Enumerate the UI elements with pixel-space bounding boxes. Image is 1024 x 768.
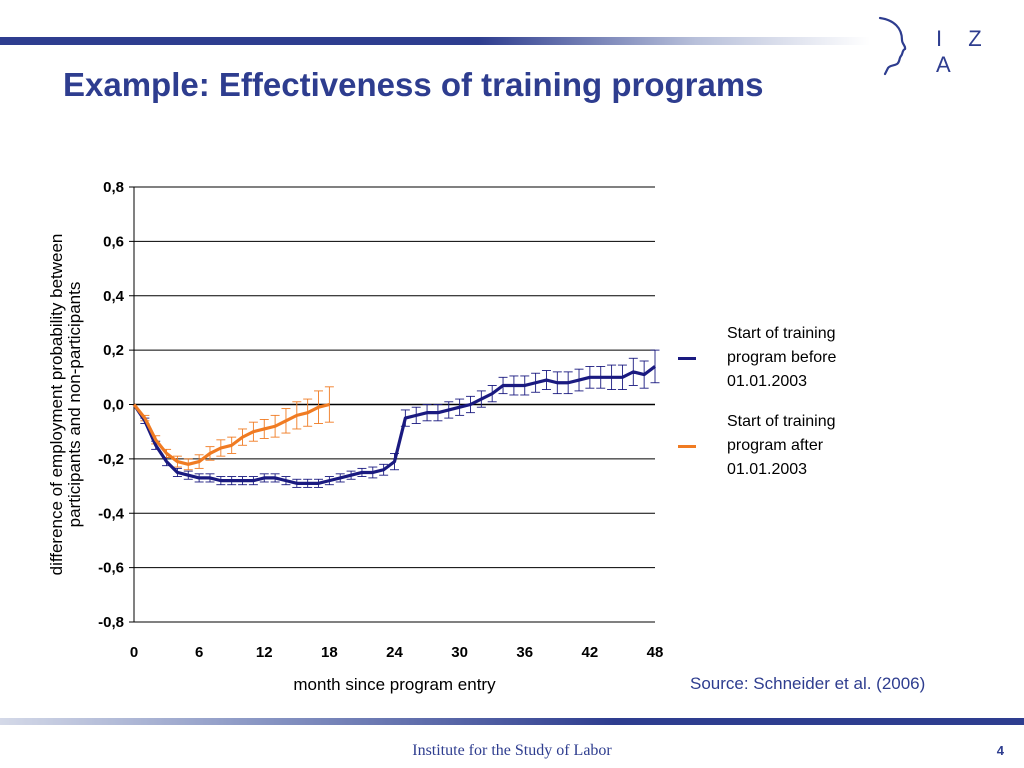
y-tick-label: 0,2	[103, 342, 124, 359]
iza-logo-icon	[878, 16, 907, 76]
y-axis-label: difference of employment probability bet…	[47, 234, 84, 576]
y-tick-label: 0,4	[103, 288, 125, 305]
source-citation: Source: Schneider et al. (2006)	[690, 674, 926, 693]
y-tick-label: -0,2	[98, 451, 124, 468]
x-tick-label: 48	[647, 644, 664, 661]
x-tick-label: 30	[451, 644, 468, 661]
top-accent-bar	[0, 37, 870, 45]
y-tick-label: -0,6	[98, 560, 124, 577]
legend-label-after: Start of training program after 01.01.20…	[727, 413, 836, 478]
legend-item-before: Start of training program before 01.01.2…	[676, 322, 876, 394]
page-number: 4	[996, 743, 1004, 758]
gridlines	[129, 186, 655, 623]
legend: Start of training program before 01.01.2…	[676, 322, 876, 498]
x-tick-label: 18	[321, 644, 338, 661]
y-tick-label: 0,0	[103, 397, 124, 414]
y-tick-labels: 0,8 0,6 0,4 0,2 0,0 -0,2 -0,4 -0,6 -0,8	[98, 179, 125, 631]
y-axis-label-line: difference of employment probability bet…	[47, 234, 66, 576]
legend-swatch-before	[678, 357, 696, 360]
x-tick-label: 42	[582, 644, 599, 661]
y-tick-label: -0,4	[98, 505, 125, 522]
footer-institute: Institute for the Study of Labor	[412, 742, 612, 759]
y-axis-label-line: participants and non-participants	[65, 282, 84, 528]
legend-label-before: Start of training program before 01.01.2…	[727, 325, 837, 390]
slide-title: Example: Effectiveness of training progr…	[63, 66, 764, 103]
x-tick-label: 0	[130, 644, 138, 661]
iza-logo-text: I Z A	[936, 26, 992, 77]
error-bars	[140, 349, 660, 488]
x-tick-label: 12	[256, 644, 273, 661]
y-tick-label: -0,8	[98, 614, 124, 631]
bottom-accent-bar	[0, 718, 1024, 725]
x-tick-label: 6	[195, 644, 203, 661]
x-axis-label: month since program entry	[293, 675, 496, 694]
x-tick-labels: 0 6 12 18 24 30 36 42 48	[130, 644, 664, 661]
x-tick-label: 36	[516, 644, 533, 661]
series-lines	[132, 365, 656, 485]
y-tick-label: 0,6	[103, 233, 124, 250]
legend-swatch-after	[678, 445, 696, 448]
y-tick-label: 0,8	[103, 179, 124, 196]
series-line-0	[132, 365, 656, 485]
series-line-1	[132, 402, 330, 466]
legend-item-after: Start of training program after 01.01.20…	[676, 410, 876, 482]
x-tick-label: 24	[386, 644, 403, 661]
